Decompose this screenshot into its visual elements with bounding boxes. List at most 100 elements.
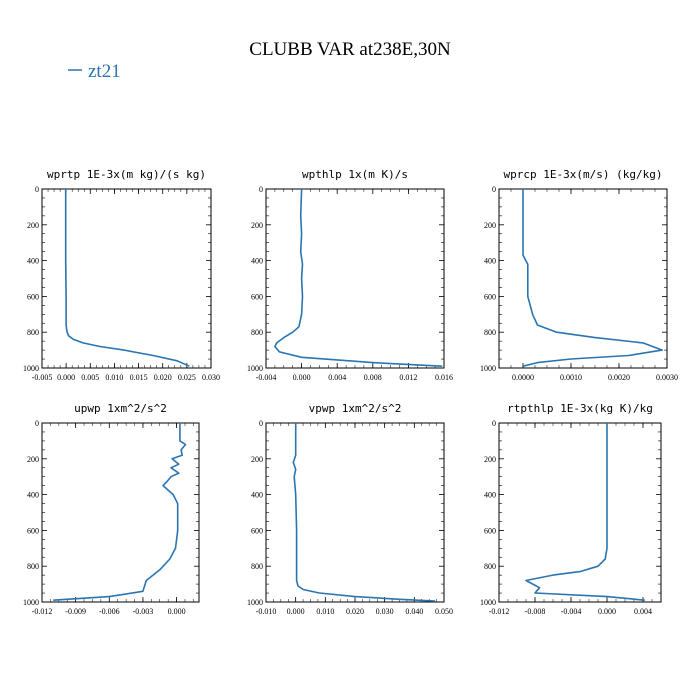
y-tick-label: 400 [484, 257, 496, 266]
plot-frame [498, 188, 668, 369]
y-tick-label: 200 [484, 221, 496, 230]
x-tick-label: -0.010 [256, 607, 277, 616]
y-tick-label: 800 [251, 562, 263, 571]
series-line-zt21 [64, 189, 190, 367]
y-tick-label: 400 [484, 491, 496, 500]
y-tick-label: 200 [27, 221, 39, 230]
plot-frame [265, 188, 445, 369]
plot-frame [41, 188, 212, 369]
x-tick-label: 0.0030 [656, 373, 678, 382]
x-tick-label: -0.005 [32, 373, 53, 382]
x-tick-label: -0.003 [133, 607, 154, 616]
x-tick-label: -0.008 [525, 607, 546, 616]
y-tick-label: 800 [251, 328, 263, 337]
panel-title: wprtp 1E-3x(m kg)/(s kg) [47, 168, 206, 181]
y-tick-label: 800 [484, 328, 496, 337]
x-tick-label: -0.006 [99, 607, 120, 616]
series-line-zt21 [292, 423, 436, 602]
x-tick-label: 0.005 [81, 373, 99, 382]
x-tick-label: 0.008 [364, 373, 382, 382]
y-tick-label: 0 [492, 185, 496, 194]
legend: zt21 [68, 61, 121, 82]
y-tick-label: 0 [259, 185, 263, 194]
x-tick-label: 0.050 [435, 607, 453, 616]
y-tick-label: 200 [251, 455, 263, 464]
x-tick-label: 0.016 [435, 373, 453, 382]
x-tick-label: 0.012 [399, 373, 417, 382]
series-line-zt21 [525, 423, 645, 601]
x-tick-label: 0.0020 [608, 373, 630, 382]
chart-panel-6: rtpthlp 1E-3x(kg K)/kg02004006008001000-… [480, 402, 662, 616]
x-tick-label: 0.004 [634, 607, 652, 616]
x-tick-label: 0.025 [178, 373, 196, 382]
y-tick-label: 200 [27, 455, 39, 464]
y-tick-label: 600 [27, 292, 39, 301]
y-tick-label: 1000 [247, 364, 263, 373]
x-tick-label: 0.0010 [560, 373, 582, 382]
x-tick-label: -0.004 [561, 607, 582, 616]
x-tick-label: -0.009 [65, 607, 86, 616]
y-tick-label: 600 [251, 292, 263, 301]
x-tick-label: 0.015 [130, 373, 148, 382]
y-tick-label: 600 [27, 526, 39, 535]
chart-panels: wprtp 1E-3x(m kg)/(s kg) 0 200 400 600 800 100… [23, 168, 678, 616]
y-tick-label: 600 [251, 526, 263, 535]
chart-panel-2: wpthlp 1x(m K)/s 0 200 400 600 800 1000-0.004 0… [247, 168, 453, 382]
y-tick-label: 0 [492, 419, 496, 428]
x-tick-label: -0.012 [32, 607, 53, 616]
x-tick-label: 0.000 [168, 607, 186, 616]
x-tick-label: 0.030 [202, 373, 220, 382]
x-tick-label: 0.0000 [512, 373, 534, 382]
y-tick-label: 0 [35, 185, 39, 194]
x-tick-label: 0.040 [405, 607, 423, 616]
series-line-zt21 [53, 423, 187, 601]
panel-title: rtpthlp 1E-3x(kg K)/kg [507, 402, 653, 415]
y-tick-label: 0 [35, 419, 39, 428]
x-tick-label: 0.020 [346, 607, 364, 616]
y-tick-label: 1000 [480, 598, 496, 607]
y-tick-label: 800 [27, 328, 39, 337]
x-tick-label: 0.030 [376, 607, 394, 616]
y-tick-label: 1000 [23, 598, 39, 607]
chart-panel-3: wprcp 1E-3x(m/s) (kg/kg) 0 200 400 600 800 100… [480, 168, 678, 382]
y-tick-label: 800 [27, 562, 39, 571]
plot-frame [498, 422, 662, 603]
y-tick-label: 400 [251, 257, 263, 266]
chart-panel-5: vpwp 1xm^2/s^2 0 200 400 600 800 1000-0.010 0.0… [247, 402, 453, 616]
panel-title: vpwp 1xm^2/s^2 [309, 402, 402, 415]
legend-label: zt21 [88, 61, 121, 82]
y-tick-label: 600 [484, 526, 496, 535]
x-tick-label: 0.004 [328, 373, 346, 382]
figure-title: CLUBB VAR at238E,30N [249, 39, 451, 60]
panel-title: upwp 1xm^2/s^2 [74, 402, 167, 415]
plot-frame [265, 422, 445, 603]
x-tick-label: 0.010 [105, 373, 123, 382]
y-tick-label: 800 [484, 562, 496, 571]
series-line-zt21 [522, 189, 664, 367]
x-tick-label: 0.000 [57, 373, 75, 382]
panel-title: wprcp 1E-3x(m/s) (kg/kg) [504, 168, 663, 181]
x-tick-label: 0.010 [316, 607, 334, 616]
chart-panel-1: wprtp 1E-3x(m kg)/(s kg) 0 200 400 600 800 100… [23, 168, 220, 382]
x-tick-label: 0.020 [154, 373, 172, 382]
y-tick-label: 1000 [480, 364, 496, 373]
y-tick-label: 1000 [247, 598, 263, 607]
chart-panel-4: upwp 1xm^2/s^2 0 200 400 600 800 1000-0.012 -0.… [23, 402, 200, 616]
x-tick-label: 0.000 [293, 373, 311, 382]
panel-title: wpthlp 1x(m K)/s [302, 168, 408, 181]
plot-frame [41, 422, 200, 603]
y-tick-label: 400 [27, 257, 39, 266]
x-tick-label: -0.004 [256, 373, 277, 382]
x-tick-label: -0.012 [489, 607, 510, 616]
y-tick-label: 400 [27, 491, 39, 500]
y-tick-label: 200 [251, 221, 263, 230]
y-tick-label: 0 [259, 419, 263, 428]
x-tick-label: 0.000 [598, 607, 616, 616]
y-tick-label: 400 [251, 491, 263, 500]
series-line-zt21 [274, 188, 443, 367]
y-tick-label: 1000 [23, 364, 39, 373]
x-tick-label: 0.000 [287, 607, 305, 616]
y-tick-label: 200 [484, 455, 496, 464]
y-tick-label: 600 [484, 292, 496, 301]
